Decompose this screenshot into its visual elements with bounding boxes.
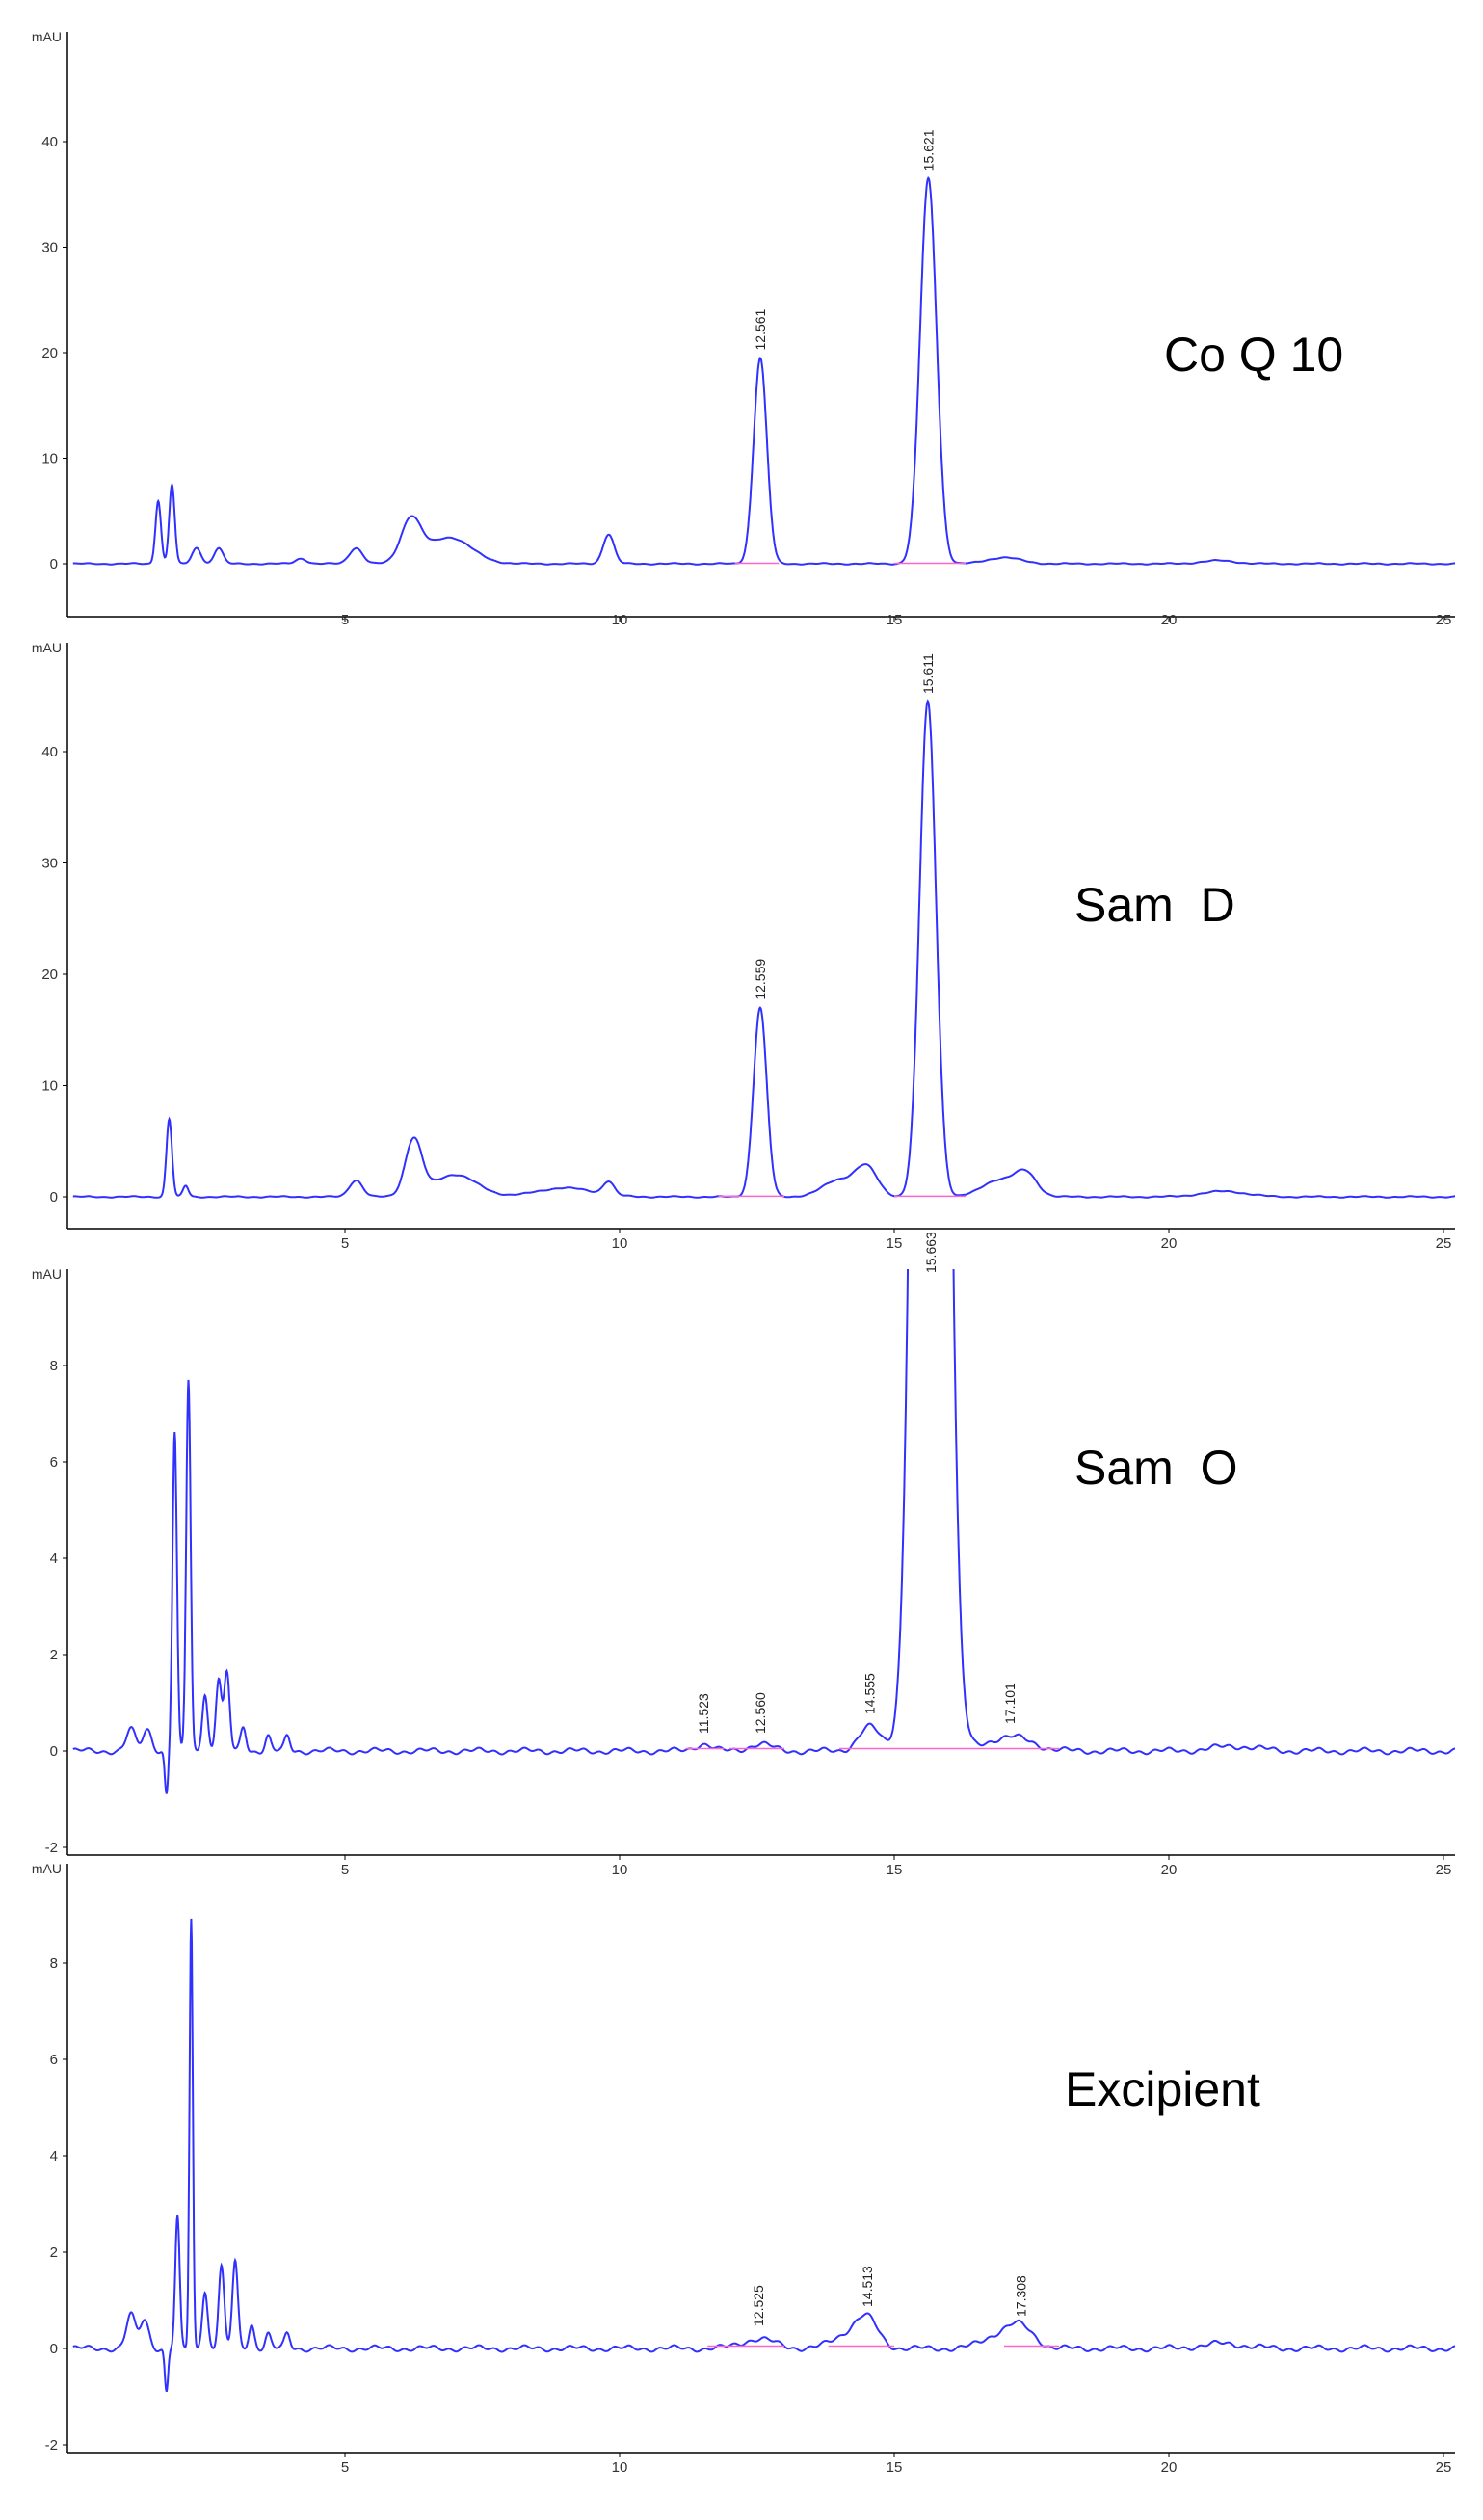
x-tick-label: 20 — [1161, 1235, 1178, 1252]
y-tick-label: 0 — [50, 556, 58, 572]
y-tick-label: 8 — [50, 1358, 58, 1374]
peak-retention-time-label: 12.559 — [753, 959, 768, 1000]
x-tick-label: 15 — [887, 2459, 903, 2476]
y-tick-label: 40 — [41, 744, 58, 760]
x-tick-label: 25 — [1436, 2459, 1452, 2476]
x-tick-label: 5 — [341, 612, 349, 628]
x-tick-label: 5 — [341, 1862, 349, 1878]
y-tick-label: 2 — [50, 2244, 58, 2261]
y-tick-label: 10 — [41, 1078, 58, 1095]
y-tick-label: 10 — [41, 451, 58, 467]
y-tick-label: 40 — [41, 134, 58, 150]
y-axis-unit: mAU — [32, 1861, 62, 1876]
y-tick-label: 0 — [50, 1189, 58, 1206]
x-tick-label: 25 — [1436, 1235, 1452, 1252]
peak-retention-time-label: 15.611 — [920, 653, 936, 694]
x-tick-label: 5 — [341, 1235, 349, 1252]
x-tick-label: 25 — [1436, 1862, 1452, 1878]
x-tick-label: 10 — [612, 1862, 628, 1878]
y-tick-label: 6 — [50, 1454, 58, 1471]
peak-retention-time-label: 12.561 — [753, 308, 768, 350]
x-tick-label: 15 — [887, 1862, 903, 1878]
y-axis-unit: mAU — [32, 29, 62, 44]
y-tick-label: 20 — [41, 967, 58, 983]
y-tick-label: 8 — [50, 1955, 58, 1972]
x-tick-label: 20 — [1161, 2459, 1178, 2476]
peak-retention-time-label: 11.523 — [696, 1693, 711, 1734]
x-tick-label: 10 — [612, 2459, 628, 2476]
y-tick-label: 30 — [41, 240, 58, 256]
y-tick-label: 6 — [50, 2052, 58, 2068]
y-tick-label: 0 — [50, 1743, 58, 1760]
x-tick-label: 25 — [1436, 612, 1452, 628]
y-tick-label: 4 — [50, 1551, 58, 1567]
chromatogram-trace — [72, 699, 1455, 1199]
sample-label: Excipient — [1065, 2062, 1260, 2116]
x-tick-label: 15 — [887, 612, 903, 628]
y-tick-label: 30 — [41, 856, 58, 872]
y-tick-label: 2 — [50, 1647, 58, 1663]
peak-retention-time-label: 15.663 — [923, 1232, 939, 1273]
y-axis-unit: mAU — [32, 1266, 62, 1282]
sample-label: Sam O — [1074, 1441, 1237, 1495]
sample-label: Co Q 10 — [1164, 328, 1343, 382]
peak-retention-time-label: 14.513 — [860, 2266, 875, 2307]
y-tick-label: 20 — [41, 345, 58, 361]
y-axis-unit: mAU — [32, 640, 62, 655]
peak-retention-time-label: 17.101 — [1002, 1683, 1018, 1724]
y-tick-label: 4 — [50, 2148, 58, 2164]
peak-retention-time-label: 15.621 — [920, 129, 936, 171]
chromatogram-trace — [72, 1918, 1455, 2393]
sample-label: Sam D — [1074, 878, 1235, 932]
x-tick-label: 10 — [612, 1235, 628, 1252]
peak-retention-time-label: 17.308 — [1014, 2275, 1029, 2317]
chromatogram-trace — [72, 1269, 1455, 1794]
chromatogram-trace — [72, 175, 1455, 566]
x-tick-label: 5 — [341, 2459, 349, 2476]
peak-retention-time-label: 12.525 — [751, 2285, 766, 2326]
x-tick-label: 20 — [1161, 612, 1178, 628]
y-tick-label: 0 — [50, 2341, 58, 2357]
x-tick-label: 20 — [1161, 1862, 1178, 1878]
y-tick-label: -2 — [45, 2437, 58, 2454]
x-tick-label: 10 — [612, 612, 628, 628]
x-tick-label: 15 — [887, 1235, 903, 1252]
y-tick-label: -2 — [45, 1840, 58, 1856]
peak-retention-time-label: 14.555 — [862, 1673, 878, 1714]
peak-retention-time-label: 12.560 — [753, 1692, 768, 1734]
